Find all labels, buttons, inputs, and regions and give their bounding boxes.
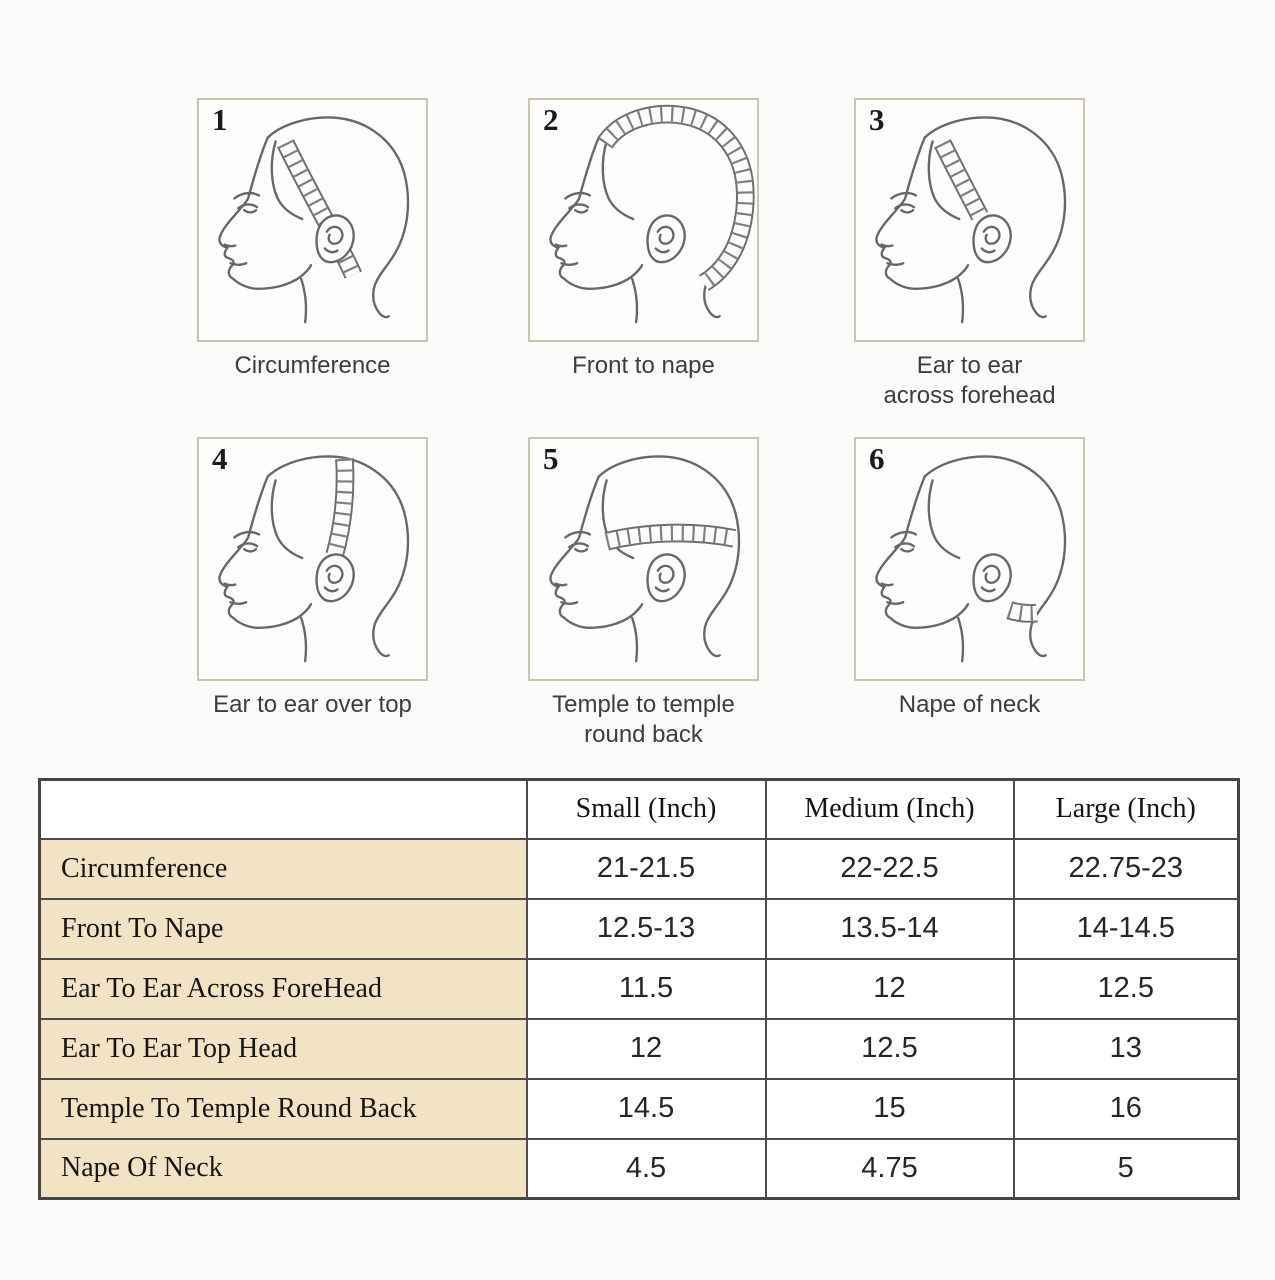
figure-ear-to-ear-across-forehead: 3 Ear to ear across forehead <box>854 98 1085 411</box>
value-cell: 16 <box>1012 1077 1240 1140</box>
column-header-large: Large (Inch) <box>1012 778 1240 840</box>
figure-circumference: 1 Circumference <box>197 98 428 381</box>
size-table: Small (Inch) Medium (Inch) Large (Inch) … <box>38 778 1240 1200</box>
table-row: Nape Of Neck 4.5 4.75 5 <box>38 1137 1240 1200</box>
figure-front-to-nape: 2 Front to nape <box>528 98 759 381</box>
figure-ear-to-ear-over-top: 4 Ear to ear over top <box>197 437 428 720</box>
head-profile-icon <box>549 455 741 663</box>
figure-box: 6 <box>854 437 1085 681</box>
figure-label: Circumference <box>234 352 391 379</box>
head-profile-icon <box>218 455 410 663</box>
figure-box: 5 <box>528 437 759 681</box>
value-cell: 15 <box>764 1077 1015 1140</box>
value-cell: 22-22.5 <box>764 837 1015 900</box>
head-profile-front-to-nape-tape-icon <box>549 104 755 324</box>
table-row: Ear To Ear Top Head 12 12.5 13 <box>38 1017 1240 1080</box>
column-header-small: Small (Inch) <box>525 778 767 840</box>
row-label-cell: Temple To Temple Round Back <box>38 1077 528 1140</box>
measuring-tape-icon <box>934 139 989 221</box>
value-cell: 12.5 <box>764 1017 1015 1080</box>
figure-number: 1 <box>212 102 228 137</box>
row-label-cell: Nape Of Neck <box>38 1137 528 1200</box>
value-cell: 14-14.5 <box>1012 897 1240 960</box>
value-cell: 12.5-13 <box>525 897 767 960</box>
figure-number: 5 <box>543 441 559 476</box>
head-profile-nape-of-neck-tape-icon <box>875 455 1067 663</box>
figure-label: Nape of neck <box>898 691 1041 718</box>
value-cell: 11.5 <box>525 957 767 1020</box>
value-cell: 4.5 <box>525 1137 767 1200</box>
figure-box: 2 <box>528 98 759 342</box>
figure-temple-to-temple-round-back: 5 Temple to temple round back <box>528 437 759 750</box>
figure-number: 3 <box>869 102 885 137</box>
ear-icon <box>972 553 1012 603</box>
figure-box: 3 <box>854 98 1085 342</box>
value-cell: 21-21.5 <box>525 837 767 900</box>
value-cell: 4.75 <box>764 1137 1015 1200</box>
column-header-medium: Medium (Inch) <box>764 778 1015 840</box>
head-profile-icon <box>218 116 410 324</box>
head-profile-icon <box>875 455 1067 663</box>
figure-label: Temple to temple round back <box>552 691 735 748</box>
measuring-tape-icon <box>604 523 737 551</box>
measuring-tape-icon <box>325 458 355 558</box>
row-label-cell: Ear To Ear Top Head <box>38 1017 528 1080</box>
head-profile-ear-to-ear-across-forehead-tape-icon <box>875 116 1067 324</box>
ear-icon <box>646 553 686 603</box>
row-label-cell: Ear To Ear Across ForeHead <box>38 957 528 1020</box>
figure-number: 6 <box>869 441 885 476</box>
table-row: Circumference 21-21.5 22-22.5 22.75-23 <box>38 837 1240 900</box>
ear-icon <box>972 214 1012 264</box>
head-profile-circumference-tape-icon <box>218 116 410 324</box>
figure-box: 1 <box>197 98 428 342</box>
value-cell: 22.75-23 <box>1012 837 1240 900</box>
measuring-tape-icon <box>596 104 755 291</box>
figure-box: 4 <box>197 437 428 681</box>
column-header-blank <box>38 778 528 840</box>
figure-label: Ear to ear across forehead <box>883 352 1056 409</box>
value-cell: 14.5 <box>525 1077 767 1140</box>
row-label-cell: Front To Nape <box>38 897 528 960</box>
figure-label: Ear to ear over top <box>213 691 412 718</box>
value-cell: 12 <box>764 957 1015 1020</box>
value-cell: 12 <box>525 1017 767 1080</box>
head-profile-icon <box>875 116 1067 324</box>
figure-nape-of-neck: 6 Nape of neck <box>854 437 1085 720</box>
row-label-cell: Circumference <box>38 837 528 900</box>
figure-number: 4 <box>212 441 228 476</box>
table-row: Front To Nape 12.5-13 13.5-14 14-14.5 <box>38 897 1240 960</box>
value-cell: 5 <box>1012 1137 1240 1200</box>
value-cell: 13.5-14 <box>764 897 1015 960</box>
figure-number: 2 <box>543 102 559 137</box>
head-profile-temple-to-temple-round-back-tape-icon <box>549 455 741 663</box>
ear-icon <box>315 553 355 603</box>
value-cell: 12.5 <box>1012 957 1240 1020</box>
ear-icon <box>646 214 686 264</box>
value-cell: 13 <box>1012 1017 1240 1080</box>
table-header-row: Small (Inch) Medium (Inch) Large (Inch) <box>38 778 1240 840</box>
measuring-tape-icon <box>1006 601 1038 623</box>
head-profile-icon <box>549 116 741 324</box>
table-row: Ear To Ear Across ForeHead 11.5 12 12.5 <box>38 957 1240 1020</box>
table-row: Temple To Temple Round Back 14.5 15 16 <box>38 1077 1240 1140</box>
figure-label: Front to nape <box>572 352 715 379</box>
head-profile-ear-to-ear-over-top-tape-icon <box>218 455 410 663</box>
